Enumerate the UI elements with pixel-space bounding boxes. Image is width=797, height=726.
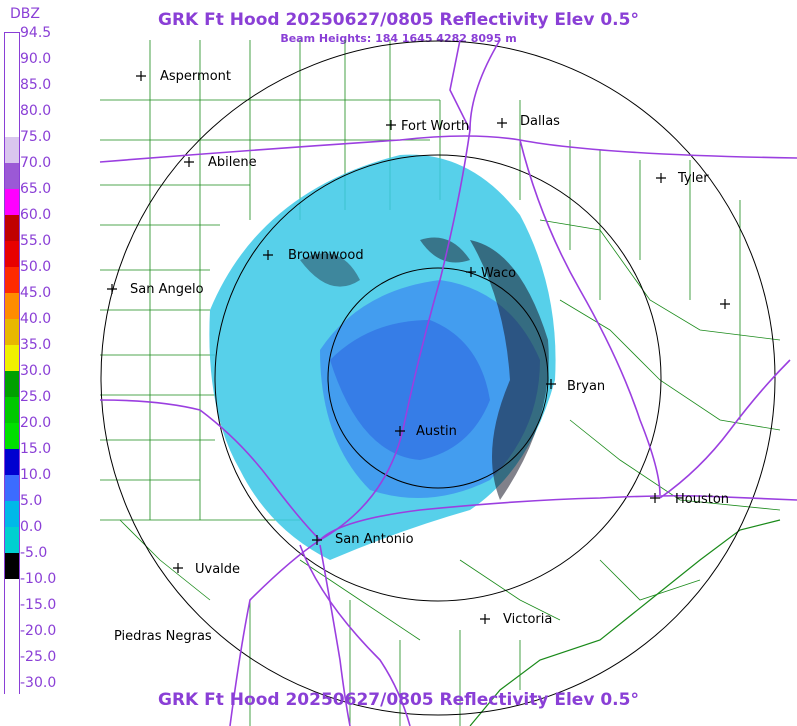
legend-label: 80.0 (20, 103, 52, 119)
city-san-angelo: San Angelo (130, 282, 204, 297)
legend-label: 90.0 (20, 51, 52, 67)
legend-label: 5.0 (20, 493, 43, 509)
reflectivity-echo (209, 154, 556, 560)
coastline (469, 519, 781, 726)
legend-swatch (5, 163, 19, 189)
legend-swatch (5, 33, 19, 59)
city-markers (107, 71, 730, 624)
legend-swatch (5, 579, 19, 605)
dbz-legend: DBZ 94.5 90.0 85.0 80.0 75.0 70.0 65.0 60.0 55.0… (0, 0, 56, 726)
city-dallas: Dallas (520, 114, 560, 129)
legend-swatch (5, 371, 19, 397)
city-bryan: Bryan (567, 379, 605, 394)
legend-swatch (5, 319, 19, 345)
legend-swatch (5, 137, 19, 163)
legend-label: 25.0 (20, 389, 52, 405)
legend-label: -30.0 (20, 675, 57, 691)
legend-swatch (5, 293, 19, 319)
legend-swatch (5, 475, 19, 501)
map-title-bottom: GRK Ft Hood 20250627/0805 Reflectivity E… (158, 690, 639, 710)
radar-map[interactable]: Aspermont Fort Worth Dallas Abilene Tyle… (42, 0, 797, 726)
legend-swatch (5, 527, 19, 553)
legend-label: -10.0 (20, 571, 57, 587)
legend-label: 35.0 (20, 337, 52, 353)
city-aspermont: Aspermont (160, 69, 231, 84)
legend-unit: DBZ (10, 6, 40, 22)
legend-swatch (5, 215, 19, 241)
legend-label: 20.0 (20, 415, 52, 431)
legend-swatch (5, 111, 19, 137)
legend-swatch (5, 683, 19, 709)
legend-swatch (5, 553, 19, 579)
legend-label: -5.0 (20, 545, 48, 561)
city-san-antonio: San Antonio (335, 532, 414, 547)
city-waco: Waco (481, 266, 516, 281)
city-fort-worth: Fort Worth (401, 119, 469, 134)
city-victoria: Victoria (503, 612, 552, 627)
legend-label: -20.0 (20, 623, 57, 639)
legend-swatch (5, 605, 19, 631)
legend-swatch (5, 345, 19, 371)
legend-swatch (5, 241, 19, 267)
legend-swatch (5, 501, 19, 527)
city-abilene: Abilene (208, 155, 257, 170)
legend-label: -25.0 (20, 649, 57, 665)
range-rings (100, 40, 776, 716)
legend-label: 65.0 (20, 181, 52, 197)
legend-color-bar (4, 32, 20, 709)
legend-label: 50.0 (20, 259, 52, 275)
legend-swatch (5, 59, 19, 85)
legend-label: 30.0 (20, 363, 52, 379)
map-title: GRK Ft Hood 20250627/0805 Reflectivity E… (158, 10, 639, 30)
legend-label: 60.0 (20, 207, 52, 223)
city-tyler: Tyler (677, 171, 709, 186)
highways (99, 39, 797, 726)
legend-label: 15.0 (20, 441, 52, 457)
city-houston: Houston (675, 492, 729, 507)
legend-label: 10.0 (20, 467, 52, 483)
city-brownwood: Brownwood (288, 248, 364, 263)
legend-label: 94.5 (20, 25, 52, 41)
legend-swatch (5, 449, 19, 475)
legend-label: 40.0 (20, 311, 52, 327)
legend-label: 45.0 (20, 285, 52, 301)
legend-swatch (5, 397, 19, 423)
county-lines (100, 40, 781, 726)
legend-swatch (5, 423, 19, 449)
legend-swatch (5, 85, 19, 111)
legend-label: 75.0 (20, 129, 52, 145)
city-uvalde: Uvalde (195, 562, 240, 577)
legend-label: 0.0 (20, 519, 43, 535)
legend-swatch (5, 631, 19, 657)
city-austin: Austin (416, 424, 457, 439)
legend-label: 85.0 (20, 77, 52, 93)
legend-label: 70.0 (20, 155, 52, 171)
legend-swatch (5, 657, 19, 683)
legend-swatch (5, 189, 19, 215)
city-piedras-negras: Piedras Negras (114, 629, 212, 644)
legend-label: -15.0 (20, 597, 57, 613)
city-labels: Aspermont Fort Worth Dallas Abilene Tyle… (114, 69, 729, 644)
legend-label: 55.0 (20, 233, 52, 249)
legend-swatch (5, 267, 19, 293)
